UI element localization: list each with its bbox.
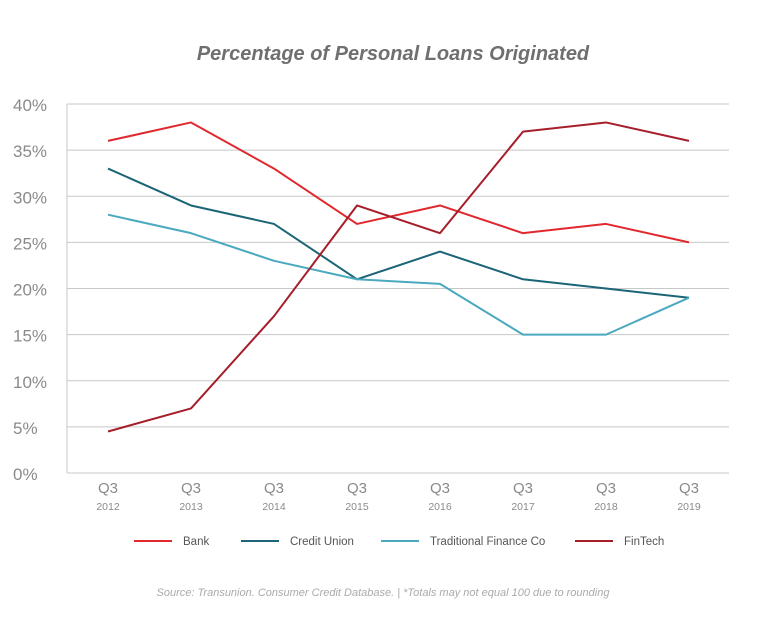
x-tick-quarter-label: Q3 (513, 480, 533, 497)
y-axis-ticks: 0% 5% 10% 15% 20% 25% 30% 35% 40% (13, 96, 47, 484)
y-tick-label: 40% (13, 96, 47, 115)
y-tick-label: 15% (13, 327, 47, 346)
series-line-bank (108, 122, 689, 242)
x-tick-year-label: 2015 (345, 501, 369, 513)
x-tick-quarter-label: Q3 (430, 480, 450, 497)
x-tick-quarter-label: Q3 (596, 480, 616, 497)
y-tick-label: 0% (13, 465, 38, 484)
x-tick-quarter-label: Q3 (98, 480, 118, 497)
series-lines (108, 122, 689, 431)
legend-label-bank: Bank (183, 536, 209, 548)
series-line-credit-union (108, 169, 689, 298)
x-axis-ticks: Q3 2012 Q3 2013 Q3 2014 Q3 2015 Q3 2016 Q3 2017 Q3 20… (96, 480, 701, 513)
legend-label-credit-union: Credit Union (290, 536, 354, 548)
legend-label-fintech: FinTech (624, 536, 664, 548)
grid (67, 104, 729, 473)
y-tick-label: 10% (13, 373, 47, 392)
x-tick-quarter-label: Q3 (264, 480, 284, 497)
x-tick-year-label: 2016 (428, 501, 452, 513)
legend: Bank Credit Union Traditional Finance Co Fi… (134, 536, 664, 548)
legend-label-traditional-finance-co: Traditional Finance Co (430, 536, 545, 548)
source-note: Source: Transunion. Consumer Credit Data… (157, 587, 611, 599)
x-tick-year-label: 2014 (262, 501, 286, 513)
chart-title: Percentage of Personal Loans Originated (197, 43, 590, 65)
series-line-traditional-finance-co (108, 215, 689, 335)
y-tick-label: 25% (13, 234, 47, 253)
x-tick-year-label: 2019 (677, 501, 701, 513)
y-tick-label: 20% (13, 281, 47, 300)
x-tick-quarter-label: Q3 (679, 480, 699, 497)
x-tick-year-label: 2018 (594, 501, 618, 513)
series-line-fintech (108, 122, 689, 431)
x-tick-quarter-label: Q3 (181, 480, 201, 497)
x-tick-year-label: 2013 (179, 501, 203, 513)
y-tick-label: 5% (13, 419, 38, 438)
x-tick-quarter-label: Q3 (347, 480, 367, 497)
x-tick-year-label: 2017 (511, 501, 535, 513)
y-tick-label: 35% (13, 142, 47, 161)
x-tick-year-label: 2012 (96, 501, 120, 513)
y-tick-label: 30% (13, 188, 47, 207)
